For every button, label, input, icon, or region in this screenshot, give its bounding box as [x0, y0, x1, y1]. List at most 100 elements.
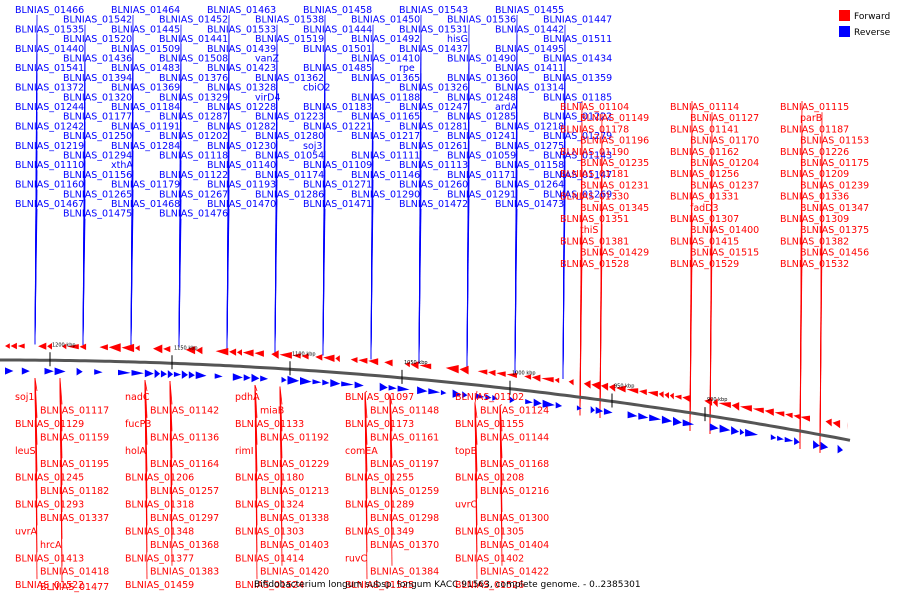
genome-track	[0, 342, 851, 454]
reverse-gene-label: BLNIAS_01508	[159, 54, 228, 65]
reverse-gene-label: BLNIAS_01447	[543, 15, 612, 26]
forward-gene	[764, 408, 774, 416]
reverse-gene-label: BLNIAS_01291	[447, 189, 516, 200]
forward-gene-label: BLNIAS_01148	[370, 405, 439, 416]
legend-label-reverse: Reverse	[854, 28, 891, 38]
forward-gene-label: miaB	[260, 405, 284, 416]
forward-gene	[488, 369, 496, 377]
reverse-gene	[300, 377, 312, 385]
forward-gene-label: BLNIAS_01526	[455, 580, 524, 591]
reverse-gene	[5, 367, 14, 375]
forward-gene	[5, 343, 10, 349]
reverse-gene	[682, 419, 695, 427]
forward-gene	[99, 344, 108, 351]
forward-gene-label: BLNIAS_01293	[15, 500, 84, 511]
reverse-gene-label: BLNIAS_01541	[15, 63, 84, 74]
reverse-gene-label: BLNIAS_01218	[495, 121, 564, 132]
reverse-gene-label: BLNIAS_01264	[495, 180, 564, 191]
forward-gene-label: BLNIAS_01197	[370, 459, 439, 470]
reverse-gene-label: BLNIAS_01464	[111, 5, 180, 16]
reverse-gene	[379, 382, 388, 392]
reverse-gene	[243, 374, 251, 381]
forward-gene-label: BLNIAS_01415	[670, 236, 739, 247]
forward-gene-label: BLNIAS_01429	[580, 248, 649, 259]
forward-gene-label: BLNIAS_01144	[480, 432, 549, 443]
reverse-gene	[188, 371, 195, 379]
reverse-gene-label: BLNIAS_01519	[255, 34, 324, 45]
reverse-gene	[281, 376, 287, 383]
forward-gene	[17, 343, 25, 349]
forward-gene	[195, 346, 203, 355]
reverse-gene-label: BLNIAS_01466	[15, 5, 84, 16]
forward-gene	[459, 365, 469, 375]
label-connector	[370, 199, 374, 360]
reverse-gene-label: BLNIAS_01444	[303, 24, 372, 35]
forward-gene	[712, 398, 718, 408]
reverse-gene-label: BLNIAS_01191	[111, 121, 180, 132]
legend: Forward Reverse	[839, 10, 891, 38]
reverse-gene-label: vanZ	[255, 54, 279, 65]
reverse-gene	[173, 371, 182, 377]
forward-gene-label: holA	[125, 446, 146, 457]
reverse-gene-label: BLNIAS_01188	[351, 92, 420, 103]
reverse-gene	[195, 371, 207, 379]
label-connector	[514, 208, 518, 374]
forward-gene-label: uvrC	[455, 500, 478, 511]
reverse-gene-label: BLNIAS_01360	[447, 73, 516, 84]
reverse-gene	[731, 426, 740, 435]
forward-gene	[350, 357, 358, 363]
forward-gene-label: BLNIAS_01413	[15, 553, 84, 564]
gene-labels: BLNIAS_01466 BLNIAS_01464 BLNIAS_01463 BLNI…	[15, 5, 869, 593]
forward-gene	[410, 361, 419, 370]
forward-gene-label: BLNIAS_01213	[260, 486, 329, 497]
reverse-gene-label: BLNIAS_01271	[303, 180, 372, 191]
reverse-gene-label: BLNIAS_01284	[111, 141, 180, 152]
reverse-gene-label: BLNIAS_01221	[303, 121, 372, 132]
forward-gene-label: BLNIAS_01330	[560, 192, 629, 203]
forward-gene-label: BLNIAS_01255	[345, 473, 414, 484]
reverse-gene	[322, 379, 330, 386]
reverse-gene-label: BLNIAS_01467	[15, 199, 84, 210]
reverse-gene-label: BLNIAS_01394	[63, 73, 132, 84]
scale-ticks: 1200 kbp 1150 kbp 1100 kbp 1050 kbp 1000 kbp…	[49, 342, 727, 422]
label-connector	[144, 380, 148, 580]
reverse-gene-label: BLNIAS_01174	[255, 170, 324, 181]
reverse-gene-label: cbiO2	[303, 83, 330, 94]
reverse-gene	[54, 367, 66, 376]
forward-gene-label: BLNIAS_01418	[40, 567, 109, 578]
forward-gene-label: BLNIAS_01404	[480, 540, 549, 551]
reverse-gene	[462, 391, 468, 399]
reverse-gene-label: BLNIAS_01217	[351, 131, 420, 142]
reverse-gene-label: BLNIAS_01286	[255, 189, 324, 200]
reverse-gene	[160, 370, 167, 378]
reverse-gene-label: BLNIAS_01436	[63, 54, 132, 65]
forward-gene	[832, 420, 841, 429]
reverse-gene-label: BLNIAS_01248	[447, 92, 516, 103]
reverse-gene-label: BLNIAS_01468	[111, 199, 180, 210]
forward-gene	[583, 380, 591, 389]
forward-gene	[254, 350, 264, 357]
reverse-gene-label: rpe	[399, 63, 415, 74]
reverse-gene-label: BLNIAS_01244	[15, 102, 84, 113]
reverse-gene-label: BLNIAS_01434	[543, 54, 612, 65]
label-connector	[579, 257, 583, 416]
forward-gene-label: BLNIAS_01142	[150, 405, 219, 416]
reverse-gene-label: BLNIAS_01269	[543, 189, 612, 200]
forward-gene-label: BLNIAS_01307	[670, 214, 739, 225]
reverse-gene-label: BLNIAS_01279	[543, 131, 612, 142]
scale-tick-label: 1000 kbp	[512, 371, 536, 377]
reverse-gene	[154, 369, 161, 379]
reverse-gene-label: BLNIAS_01369	[111, 83, 180, 94]
reverse-gene-label: BLNIAS_01294	[63, 151, 132, 162]
reverse-gene-label: BLNIAS_01118	[159, 151, 228, 162]
forward-gene-label: BLNIAS_01318	[125, 500, 194, 511]
forward-gene-label: BLNIAS_01170	[690, 136, 759, 147]
forward-gene	[315, 354, 323, 361]
forward-gene	[793, 414, 800, 420]
forward-gene-label: BLNIAS_01368	[150, 540, 219, 551]
reverse-gene-label: BLNIAS_01533	[207, 24, 276, 35]
reverse-gene-label: BLNIAS_01452	[159, 15, 228, 26]
forward-gene	[279, 352, 292, 359]
reverse-gene-label: BLNIAS_01365	[351, 73, 420, 84]
label-connector	[59, 378, 63, 582]
